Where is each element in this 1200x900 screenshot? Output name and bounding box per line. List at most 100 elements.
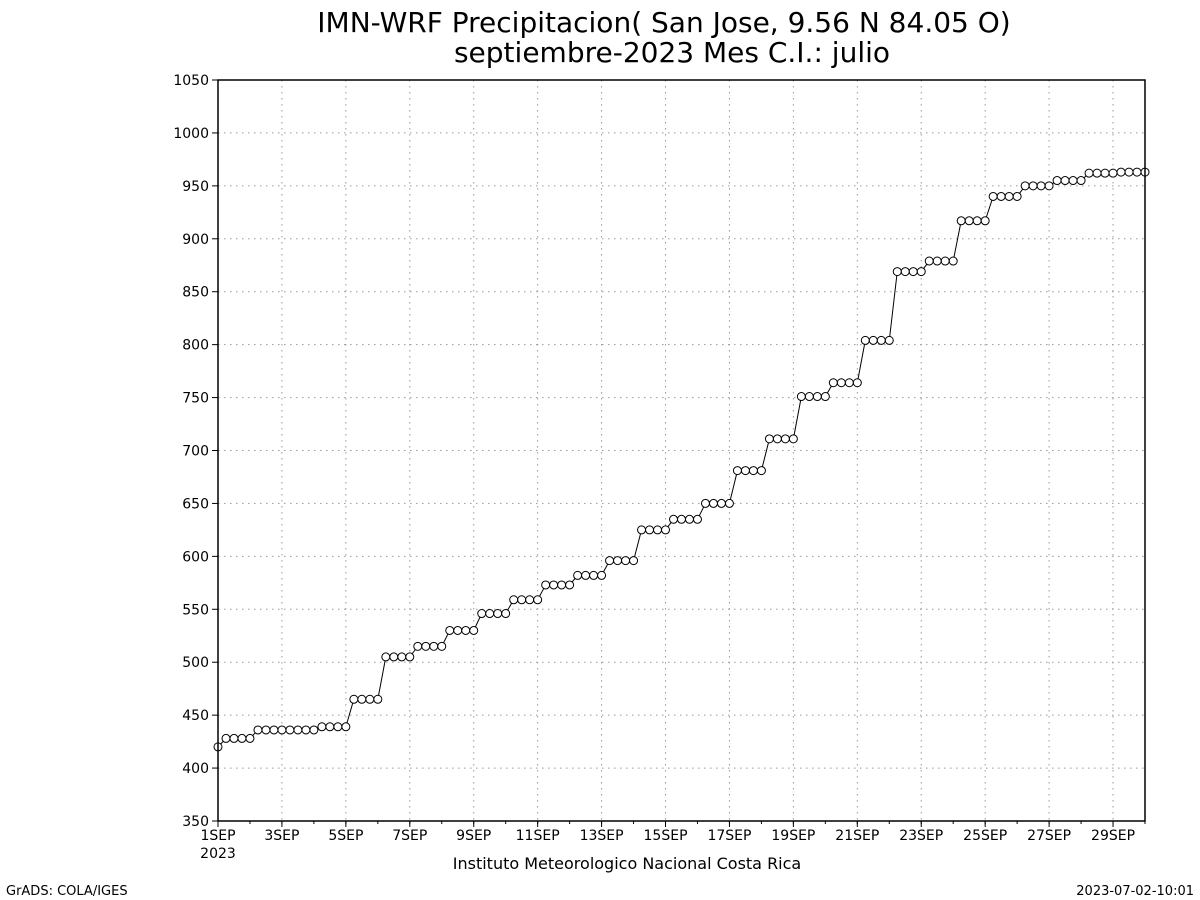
data-point [525,595,535,605]
x-tick-label: 11SEP [516,828,560,844]
data-point [373,694,383,704]
data-point [860,335,870,345]
y-tick-label: 450 [182,708,209,724]
series-line [217,171,1145,748]
y-tick-label: 900 [182,232,209,248]
data-point [1028,181,1038,191]
data-point [764,434,774,444]
chart-subtitle: septiembre-2023 Mes C.I.: julio [454,36,890,69]
data-point [1036,181,1046,191]
data-point [461,625,471,635]
data-point [549,580,559,590]
data-point [405,652,415,662]
data-point [613,556,623,566]
data-point [804,392,814,402]
data-point [325,722,335,732]
data-point [445,625,455,635]
data-point [828,378,838,388]
data-point [1004,191,1014,201]
x-tick-label: 23SEP [899,828,943,844]
data-point [621,556,631,566]
data-point [285,725,295,735]
data-point [565,580,575,590]
data-point [253,725,263,735]
data-point [1044,181,1054,191]
data-point [669,514,679,524]
data-point [1116,167,1126,177]
data-point [309,725,319,735]
data-point [301,725,311,735]
y-tick-label: 750 [182,391,209,407]
data-point [852,378,862,388]
data-point [732,466,742,476]
data-point [940,256,950,266]
y-tick-label: 1050 [173,73,209,89]
series-layer [213,167,1150,752]
x-tick-label: 15SEP [644,828,688,844]
data-point [597,570,607,580]
data-point [812,392,822,402]
x-tick-label: 19SEP [771,828,815,844]
data-point [1068,176,1078,186]
data-point [780,434,790,444]
data-point [948,256,958,266]
data-point [317,722,327,732]
data-point [277,725,287,735]
data-point [1108,168,1118,178]
data-point [581,570,591,580]
chart-title: IMN-WRF Precipitacion( San Jose, 9.56 N … [317,6,1010,39]
data-point [333,722,343,732]
x-tick-label: 13SEP [580,828,624,844]
x-tick-label: 27SEP [1027,828,1071,844]
y-axis-ticks: 350 400 450 500 550 600 650 700 750 800 850 900 950 1… [173,73,218,830]
data-point [836,378,846,388]
data-point [421,641,431,651]
data-point [1092,168,1102,178]
y-tick-label: 400 [182,761,209,777]
data-point [237,733,247,743]
data-point [429,641,439,651]
data-point [1100,168,1110,178]
grid-lines [218,80,1145,821]
data-point [980,216,990,226]
y-tick-label: 700 [182,444,209,460]
data-point [469,625,479,635]
data-point [716,498,726,508]
data-point [661,525,671,535]
data-point [485,609,495,619]
data-point [349,694,359,704]
data-point [1020,181,1030,191]
x-tick-label: 21SEP [835,828,879,844]
data-point [605,556,615,566]
data-point [493,609,503,619]
data-point [924,256,934,266]
data-point [501,609,511,619]
y-tick-label: 1000 [173,126,209,142]
data-point [1052,176,1062,186]
data-point [557,580,567,590]
data-point [884,335,894,345]
data-point [573,570,583,580]
data-point [1084,168,1094,178]
y-tick-label: 950 [182,179,209,195]
y-tick-label: 650 [182,496,209,512]
data-point [748,466,758,476]
data-point [700,498,710,508]
data-point [1124,167,1134,177]
data-point [629,556,639,566]
data-point [932,256,942,266]
x-axis-ticks: 1SEP 3SEP 5SEP 7SEP 9SEP 11SEP 13SEP 15SEP 17SEP… [200,821,1146,844]
data-point [341,722,351,732]
data-point [645,525,655,535]
data-point [916,267,926,277]
data-point [245,733,255,743]
data-point [293,725,303,735]
data-point [996,191,1006,201]
data-point [1076,176,1086,186]
x-tick-label: 17SEP [707,828,751,844]
data-point [413,641,423,651]
data-point [684,514,694,524]
data-point [956,216,966,226]
data-point [1012,191,1022,201]
